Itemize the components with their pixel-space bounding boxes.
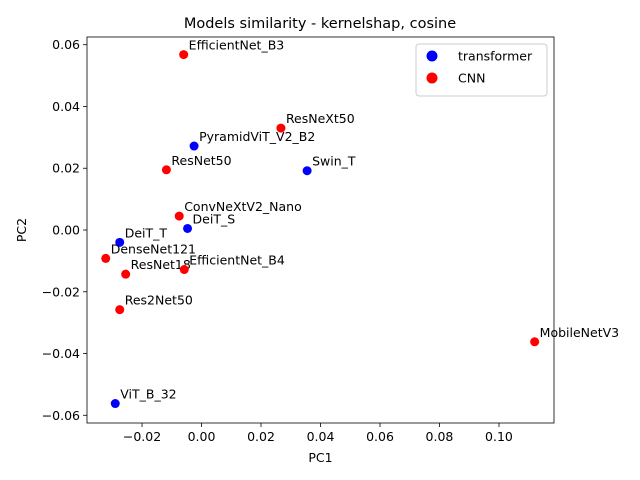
y-tick-label: −0.02 bbox=[42, 284, 80, 299]
data-point bbox=[110, 399, 120, 409]
legend-entry: transformer bbox=[458, 49, 533, 64]
y-tick-label: −0.06 bbox=[42, 408, 80, 423]
y-axis-label: PC2 bbox=[14, 218, 29, 242]
point-label: ResNet50 bbox=[171, 153, 231, 168]
data-point bbox=[174, 211, 184, 221]
data-point bbox=[101, 253, 111, 263]
data-point bbox=[179, 265, 189, 275]
point-label: DeiT_T bbox=[125, 225, 168, 240]
data-point bbox=[530, 337, 540, 347]
point-label: ConvNeXtV2_Nano bbox=[184, 199, 302, 214]
chart-title: Models similarity - kernelshap, cosine bbox=[184, 16, 456, 32]
point-label: EfficientNet_B4 bbox=[189, 253, 285, 268]
y-tick-label: −0.04 bbox=[42, 346, 80, 361]
data-point bbox=[121, 269, 131, 279]
y-tick-label: 0.00 bbox=[52, 223, 80, 238]
x-tick-label: 0.02 bbox=[247, 429, 275, 444]
x-tick-label: 0.10 bbox=[485, 429, 513, 444]
plot-frame bbox=[86, 36, 555, 424]
data-point bbox=[179, 50, 189, 60]
point-label: Res2Net50 bbox=[125, 293, 193, 308]
y-tick-label: 0.04 bbox=[52, 99, 80, 114]
point-label: DeiT_S bbox=[193, 211, 236, 226]
legend-marker bbox=[426, 50, 438, 62]
point-label: Swin_T bbox=[312, 154, 356, 169]
x-tick-label: 0.06 bbox=[366, 429, 394, 444]
y-tick-label: 0.06 bbox=[52, 37, 80, 52]
point-label: EfficientNet_B3 bbox=[189, 38, 285, 53]
point-label: ResNeXt50 bbox=[286, 111, 355, 126]
data-point bbox=[276, 123, 286, 133]
data-point bbox=[115, 305, 125, 315]
point-label: ViT_B_32 bbox=[120, 387, 176, 402]
x-tick-label: 0.00 bbox=[188, 429, 216, 444]
legend-marker bbox=[426, 72, 438, 84]
x-tick-label: −0.02 bbox=[123, 429, 161, 444]
plot-area: −0.02 0.00 0.02 0.04 0.06 0.08 0.10 −0.06 −0.04 −… bbox=[42, 36, 619, 444]
data-point bbox=[161, 165, 171, 175]
data-point bbox=[183, 223, 193, 233]
legend-entry: CNN bbox=[458, 71, 485, 86]
point-label: MobileNetV3 bbox=[540, 325, 619, 340]
point-label: PyramidViT_V2_B2 bbox=[199, 129, 315, 144]
data-point bbox=[115, 237, 125, 247]
x-tick-label: 0.08 bbox=[426, 429, 454, 444]
point-label: ResNet18 bbox=[131, 257, 191, 272]
x-axis-label: PC1 bbox=[308, 450, 332, 465]
point-label: DenseNet121 bbox=[111, 241, 196, 256]
x-tick-label: 0.04 bbox=[307, 429, 335, 444]
legend-box bbox=[415, 43, 548, 97]
data-point bbox=[189, 141, 199, 151]
data-point bbox=[302, 166, 312, 176]
legend: transformer CNN bbox=[415, 43, 548, 97]
y-tick-label: 0.02 bbox=[52, 161, 80, 176]
